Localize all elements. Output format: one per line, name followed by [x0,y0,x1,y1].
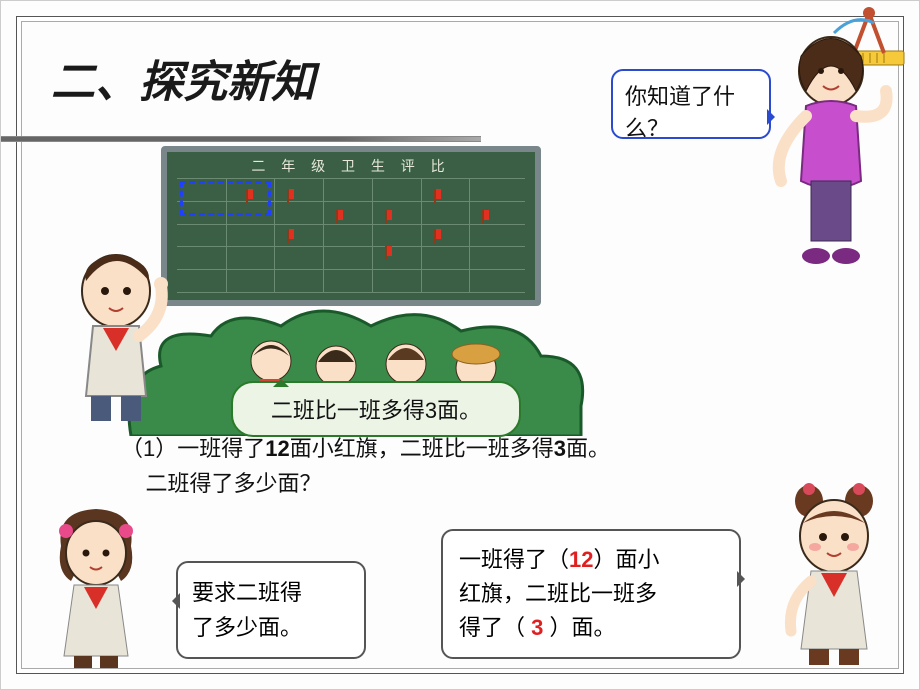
q-prefix: （1）一班得了 [121,436,265,461]
q-num-12: 12 [265,436,289,461]
girl-right-cartoon [769,481,899,671]
q-num-3: 3 [554,436,566,461]
br-l3a: 得了（ [459,615,525,640]
q-line2: 二班得了多少面？ [145,471,321,496]
title-underline [1,136,481,142]
br-l2: 红旗，二班比一班多 [459,581,657,606]
br-num-3: 3 [531,615,543,640]
br-l1a: 一班得了（ [459,547,569,572]
q-suffix: 面。 [566,436,610,461]
scene-speech-text: 二班比一班多得3面。 [271,398,481,423]
teacher-cartoon [761,21,901,281]
girl-left-cartoon [36,501,156,671]
bottom-right-bubble: 一班得了（12）面小 红旗，二班比一班多 得了（ 3 ）面。 [441,529,741,659]
br-num-12: 12 [569,547,593,572]
chalkboard-grid [177,178,525,292]
bottom-left-bubble: 要求二班得 了多少面。 [176,561,366,659]
question-text: （1）一班得了12面小红旗，二班比一班多得3面。 二班得了多少面？ [121,431,610,501]
br-l3b: ）面。 [550,615,616,640]
teacher-speech-text: 你知道了什么？ [625,84,735,141]
q-mid: 面小红旗，二班比一班多得 [290,436,554,461]
teacher-speech-bubble: 你知道了什么？ [611,69,771,139]
section-title: 二、探究新知 [51,46,315,110]
chalkboard-title: 二 年 级 卫 生 评 比 [167,156,535,176]
br-l1b: ）面小 [594,547,660,572]
chalkboard: 二 年 级 卫 生 评 比 [161,146,541,306]
boy-cartoon [61,246,181,426]
scene-speech-bubble: 二班比一班多得3面。 [231,381,521,437]
bl-line2: 了多少面。 [192,615,302,640]
highlight-dash-box [180,181,270,215]
bl-line1: 要求二班得 [192,580,302,605]
